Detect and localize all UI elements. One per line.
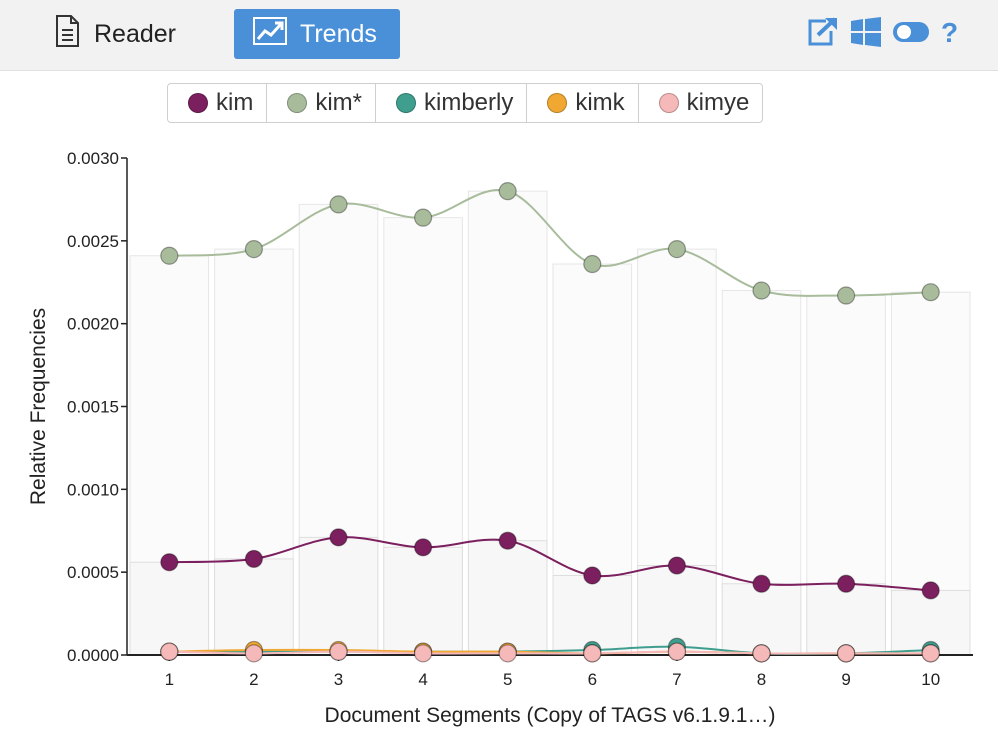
legend-swatch	[547, 93, 568, 113]
y-tick-label: 0.0020	[67, 315, 119, 334]
tool-icons: ?	[804, 16, 960, 48]
data-point	[414, 644, 433, 663]
tab-trends-label: Trends	[300, 19, 377, 48]
line-chart-icon	[252, 16, 300, 53]
x-tick-label: 1	[165, 670, 174, 689]
legend-item-kimk[interactable]: kimk	[527, 84, 639, 122]
data-point	[244, 240, 263, 259]
data-point	[498, 644, 517, 663]
data-point	[329, 195, 348, 214]
data-point	[667, 556, 687, 575]
legend-item-kimberly[interactable]: kimberly	[376, 84, 528, 122]
windows-icon[interactable]	[850, 17, 882, 47]
data-point	[752, 281, 771, 300]
external-link-icon[interactable]	[804, 16, 840, 48]
x-tick-label: 10	[921, 670, 940, 689]
data-point	[667, 642, 687, 661]
document-icon	[52, 14, 94, 55]
data-point	[329, 528, 348, 547]
series-line-kim	[169, 536, 931, 592]
data-point	[667, 240, 687, 259]
data-point	[498, 531, 517, 550]
segment-bar	[298, 536, 379, 656]
chart-legend: kim kim* kimberly kimk kimye	[167, 83, 764, 123]
legend-label: kim	[216, 89, 254, 116]
legend-swatch	[188, 93, 208, 113]
x-tick-label: 4	[418, 670, 427, 689]
data-point	[583, 644, 602, 663]
data-point	[329, 642, 348, 661]
x-tick-label: 2	[249, 670, 258, 689]
data-point	[414, 538, 433, 557]
series-line-kim	[169, 188, 931, 297]
legend-label: kim*	[315, 89, 362, 116]
legend-label: kimye	[686, 89, 750, 116]
y-tick-label: 0.0025	[67, 232, 119, 251]
legend-item-kimye[interactable]: kimye	[639, 84, 763, 122]
data-point	[921, 283, 940, 302]
segment-bar	[214, 558, 294, 656]
segment-bar	[129, 561, 210, 656]
data-point	[836, 644, 856, 663]
segment-bar	[806, 583, 886, 656]
data-point	[921, 644, 940, 663]
y-tick-label: 0.0030	[67, 149, 119, 168]
data-point	[583, 566, 602, 585]
y-tick-label: 0.0000	[67, 646, 119, 665]
toolbar: Reader Trends	[0, 0, 998, 71]
legend-swatch	[396, 93, 416, 113]
legend-swatch	[658, 93, 679, 113]
tab-reader[interactable]: Reader	[52, 9, 176, 59]
tab-trends[interactable]: Trends	[234, 9, 400, 59]
data-point	[244, 549, 263, 569]
help-icon[interactable]: ?	[940, 18, 960, 46]
legend-item-kim[interactable]: kim	[168, 84, 268, 122]
svg-text:?: ?	[941, 18, 958, 46]
data-point	[836, 286, 856, 305]
legend-swatch	[287, 93, 308, 113]
series-line-kimye	[169, 650, 931, 655]
x-tick-label: 3	[334, 670, 343, 689]
legend-label: kimk	[575, 89, 625, 116]
trends-chart: 0.0000 0.0005 0.0010 0.0015 0.0020 0.0025 0.00…	[27, 149, 973, 727]
x-tick-label: 6	[588, 670, 597, 689]
data-point	[160, 246, 179, 265]
y-axis-title: Relative Frequencies	[27, 308, 50, 505]
x-tick-label: 7	[672, 670, 681, 689]
data-point	[583, 254, 602, 274]
data-point	[244, 644, 263, 663]
data-point	[836, 574, 856, 593]
x-tick-label: 5	[503, 670, 512, 689]
tab-reader-label: Reader	[94, 19, 176, 48]
x-axis-title: Document Segments (Copy of TAGS v6.1.9.1…	[325, 704, 776, 727]
y-tick-label: 0.0015	[67, 398, 119, 417]
data-point	[414, 208, 433, 227]
toggle-icon[interactable]	[892, 20, 930, 44]
y-tick-label: 0.0005	[67, 563, 119, 582]
x-tick-label: 8	[757, 670, 766, 689]
data-point	[752, 644, 771, 663]
data-point	[752, 574, 771, 593]
legend-item-kim-star[interactable]: kim*	[267, 84, 376, 122]
data-point	[160, 553, 179, 572]
data-point	[921, 581, 940, 600]
legend-label: kimberly	[424, 89, 514, 116]
data-point	[498, 182, 517, 201]
segment-bar	[383, 546, 463, 656]
data-point	[160, 642, 179, 661]
y-tick-label: 0.0010	[67, 480, 119, 499]
x-tick-label: 9	[841, 670, 850, 689]
segment-bar	[467, 540, 548, 656]
